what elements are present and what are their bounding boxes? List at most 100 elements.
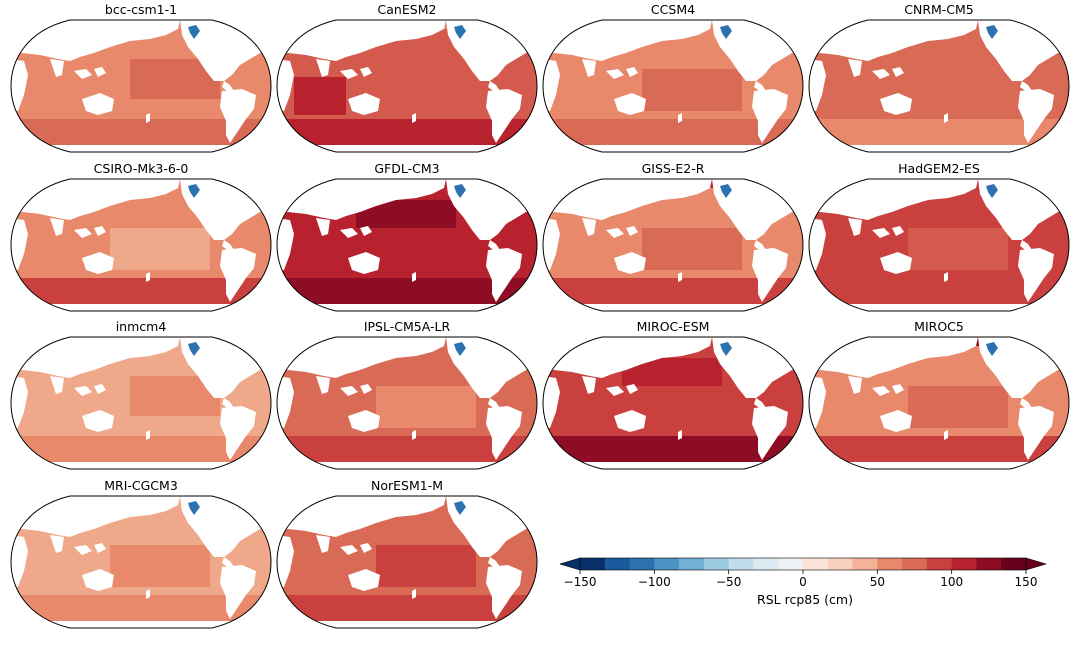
panel-title: GFDL-CM3 <box>374 161 440 176</box>
land-mass <box>809 145 1069 152</box>
land-mass <box>486 565 522 619</box>
robinson-globe-map <box>808 19 1070 153</box>
anomaly-region <box>130 376 220 416</box>
land-mass <box>277 218 294 272</box>
land-mass <box>340 386 358 396</box>
negative-rsl-patch <box>454 184 466 198</box>
land-mass <box>348 569 380 591</box>
land-mass <box>50 59 64 77</box>
land-mass <box>220 248 256 302</box>
land-mass <box>892 226 904 236</box>
negative-rsl-patch <box>720 184 732 198</box>
land-mass <box>1020 398 1032 410</box>
globe-outline <box>10 336 272 470</box>
colorbar-segment <box>852 558 878 570</box>
robinson-globe-map <box>10 336 272 470</box>
robinson-globe-map <box>10 178 272 312</box>
map-panel: MIROC5 <box>808 319 1070 471</box>
land-mass <box>752 248 788 302</box>
negative-rsl-patch <box>986 184 998 198</box>
land-mass <box>277 304 537 311</box>
land-mass <box>222 557 234 569</box>
land-mass <box>944 430 948 440</box>
colorbar-segment <box>926 558 952 570</box>
land-mass <box>82 569 114 591</box>
anomaly-region <box>130 59 220 99</box>
land-mass <box>277 337 446 378</box>
land-mass <box>1018 248 1054 302</box>
land-mass <box>678 272 682 282</box>
land-mass <box>809 179 978 220</box>
land-mass <box>316 535 330 553</box>
land-mass <box>614 410 646 432</box>
anomaly-region <box>277 119 537 145</box>
land-mass <box>582 218 596 236</box>
land-mass <box>944 272 948 282</box>
panel-title: inmcm4 <box>115 319 167 334</box>
panel-title: CSIRO-Mk3-6-0 <box>93 161 189 176</box>
land-mass <box>488 557 500 569</box>
land-mass <box>809 304 1069 311</box>
land-mass <box>146 589 150 599</box>
colorbar-tick-label: −150 <box>564 575 597 589</box>
land-mass <box>11 535 28 589</box>
land-mass <box>848 218 862 236</box>
colorbar-segment <box>604 558 630 570</box>
land-mass <box>222 81 234 93</box>
globe-outline <box>542 19 804 153</box>
map-panel: NorESM1-M <box>276 478 538 630</box>
panel-title: CNRM-CM5 <box>904 2 974 17</box>
land-mass <box>872 69 890 79</box>
robinson-globe-map <box>808 178 1070 312</box>
negative-rsl-patch <box>720 342 732 356</box>
colorbar-segment <box>827 558 853 570</box>
land-mass <box>754 398 766 410</box>
land-mass <box>606 69 624 79</box>
land-mass <box>94 67 106 77</box>
land-mass <box>543 337 712 378</box>
land-mass <box>488 398 500 410</box>
panel-title: MIROC-ESM <box>636 319 710 334</box>
land-mass <box>809 337 978 378</box>
robinson-globe-map <box>276 178 538 312</box>
land-mass <box>222 240 234 252</box>
anomaly-region <box>809 119 1069 145</box>
land-mass <box>82 410 114 432</box>
anomaly-region <box>376 386 476 428</box>
colorbar-extend-low <box>558 557 581 571</box>
land-mass <box>11 462 271 469</box>
panel-title: MRI-CGCM3 <box>104 478 178 493</box>
colorbar-segment <box>753 558 779 570</box>
land-mass <box>543 20 712 61</box>
anomaly-region <box>110 545 210 587</box>
land-mass <box>880 252 912 274</box>
colorbar-segment <box>703 558 729 570</box>
anomaly-region <box>294 77 346 115</box>
land-mass <box>11 145 271 152</box>
colorbar-segment <box>1001 558 1027 570</box>
land-mass <box>11 59 28 113</box>
land-mass <box>1018 89 1054 143</box>
land-mass <box>1060 179 1069 196</box>
land-mass <box>94 543 106 553</box>
globe-outline <box>542 178 804 312</box>
land-mass <box>348 252 380 274</box>
colorbar-tick-label: −50 <box>716 575 741 589</box>
anomaly-region <box>376 545 476 587</box>
land-mass <box>50 218 64 236</box>
land-mass <box>488 81 500 93</box>
anomaly-region <box>356 200 456 228</box>
land-mass <box>262 496 271 513</box>
panel-title: NorESM1-M <box>370 478 443 493</box>
map-panel: GFDL-CM3 <box>276 161 538 313</box>
robinson-globe-map <box>542 336 804 470</box>
land-mass <box>360 67 372 77</box>
colorbar-segment <box>654 558 680 570</box>
anomaly-region <box>908 228 1008 270</box>
robinson-globe-map <box>276 19 538 153</box>
land-mass <box>74 545 92 555</box>
robinson-globe-map <box>10 495 272 629</box>
colorbar-extend-high <box>1025 557 1048 571</box>
panel-title: CanESM2 <box>377 2 437 17</box>
land-mass <box>262 337 271 354</box>
